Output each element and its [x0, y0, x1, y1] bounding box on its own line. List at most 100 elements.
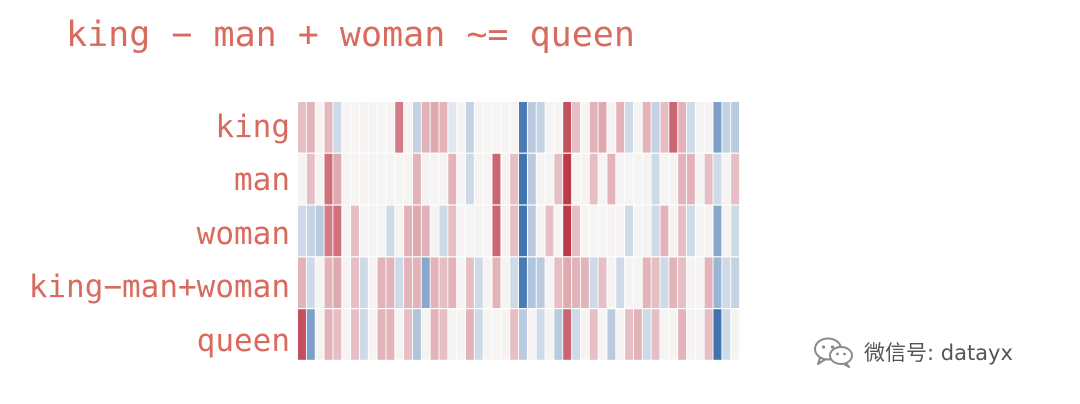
heatmap-cell: [731, 153, 740, 205]
heatmap-cell: [501, 309, 510, 360]
heatmap-cell: [465, 153, 474, 205]
heatmap-cell: [642, 309, 651, 360]
heatmap-cell: [598, 205, 607, 257]
heatmap-cell: [678, 205, 687, 257]
heatmap-cell: [359, 309, 368, 360]
heatmap-cell: [669, 153, 678, 205]
heatmap-cell: [731, 205, 740, 257]
heatmap-cell: [510, 102, 519, 153]
heatmap-cell: [607, 309, 616, 360]
heatmap-cell: [492, 153, 501, 205]
heatmap-cell: [642, 153, 651, 205]
heatmap-cell: [660, 257, 669, 308]
heatmap-cell: [333, 205, 342, 257]
heatmap-cell: [669, 205, 678, 257]
heatmap-cell: [589, 153, 598, 205]
heatmap-cell: [660, 102, 669, 153]
row-label-king-man-woman: king−man+woman: [28, 269, 290, 306]
heatmap-cell: [457, 205, 466, 257]
heatmap-cell: [465, 102, 474, 153]
heatmap-cell: [342, 153, 351, 205]
heatmap-cell: [368, 102, 377, 153]
heatmap-cell: [616, 205, 625, 257]
row-label-man: man: [234, 162, 290, 199]
heatmap-cell: [660, 309, 669, 360]
heatmap-cell: [704, 309, 713, 360]
heatmap-cell: [678, 102, 687, 153]
heatmap-cell: [421, 309, 430, 360]
heatmap-cell: [315, 309, 324, 360]
heatmap-cell: [324, 153, 333, 205]
heatmap-cell: [598, 257, 607, 308]
heatmap-cell: [563, 309, 572, 360]
heatmap-cell: [669, 102, 678, 153]
heatmap-cell: [563, 257, 572, 308]
heatmap-cell: [731, 309, 740, 360]
heatmap-cell: [633, 309, 642, 360]
heatmap-cell: [342, 205, 351, 257]
heatmap-cell: [465, 205, 474, 257]
heatmap-cell: [695, 153, 704, 205]
heatmap-cell: [589, 205, 598, 257]
heatmap-cell: [412, 205, 421, 257]
heatmap-cell: [633, 102, 642, 153]
heatmap-cell: [492, 205, 501, 257]
heatmap-cell: [474, 309, 483, 360]
heatmap-cell: [607, 257, 616, 308]
heatmap-cell: [580, 257, 589, 308]
heatmap-cell: [386, 153, 395, 205]
heatmap-cell: [377, 205, 386, 257]
heatmap-cell: [439, 257, 448, 308]
heatmap-cell: [722, 257, 731, 308]
heatmap-cell: [430, 153, 439, 205]
heatmap-cell: [625, 205, 634, 257]
heatmap-cell: [572, 102, 580, 153]
heatmap-cell: [492, 102, 501, 153]
heatmap-cell: [324, 205, 333, 257]
row-labels: king man woman king−man+woman queen: [0, 102, 290, 369]
heatmap-cell: [580, 102, 589, 153]
heatmap-cell: [395, 205, 404, 257]
heatmap-cell: [298, 153, 306, 205]
heatmap-cell: [448, 309, 457, 360]
heatmap-cell: [545, 309, 554, 360]
heatmap-cell: [351, 153, 359, 205]
heatmap-cell: [306, 102, 315, 153]
heatmap-cell: [651, 153, 660, 205]
heatmap-cell: [368, 205, 377, 257]
heatmap-cell: [686, 309, 695, 360]
heatmap-cell: [713, 205, 722, 257]
heatmap-cell: [483, 309, 492, 360]
heatmap-cell: [306, 309, 315, 360]
heatmap-cell: [501, 153, 510, 205]
heatmap-cell: [395, 102, 404, 153]
heatmap-cell: [616, 309, 625, 360]
heatmap-cell: [545, 153, 554, 205]
heatmap-cell: [660, 153, 669, 205]
heatmap-cell: [421, 102, 430, 153]
heatmap-cell: [298, 257, 306, 308]
heatmap-cell: [536, 257, 545, 308]
heatmap-cell: [483, 102, 492, 153]
heatmap-cell: [351, 309, 359, 360]
heatmap-cell: [430, 309, 439, 360]
heatmap-cell: [695, 205, 704, 257]
heatmap-cell: [704, 205, 713, 257]
heatmap-cell: [616, 257, 625, 308]
heatmap-cell: [669, 257, 678, 308]
heatmap-cell: [633, 153, 642, 205]
heatmap-cell: [368, 153, 377, 205]
heatmap-cell: [421, 153, 430, 205]
heatmap-cell: [439, 102, 448, 153]
heatmap-cell: [315, 205, 324, 257]
heatmap-cell: [474, 257, 483, 308]
heatmap-cell: [607, 205, 616, 257]
heatmap-cell: [642, 205, 651, 257]
heatmap-cell: [386, 205, 395, 257]
heatmap-cell: [333, 102, 342, 153]
heatmap-cell: [572, 309, 580, 360]
heatmap-cell: [607, 153, 616, 205]
heatmap-cell: [386, 309, 395, 360]
heatmap-cell: [669, 309, 678, 360]
heatmap-cell: [527, 102, 536, 153]
